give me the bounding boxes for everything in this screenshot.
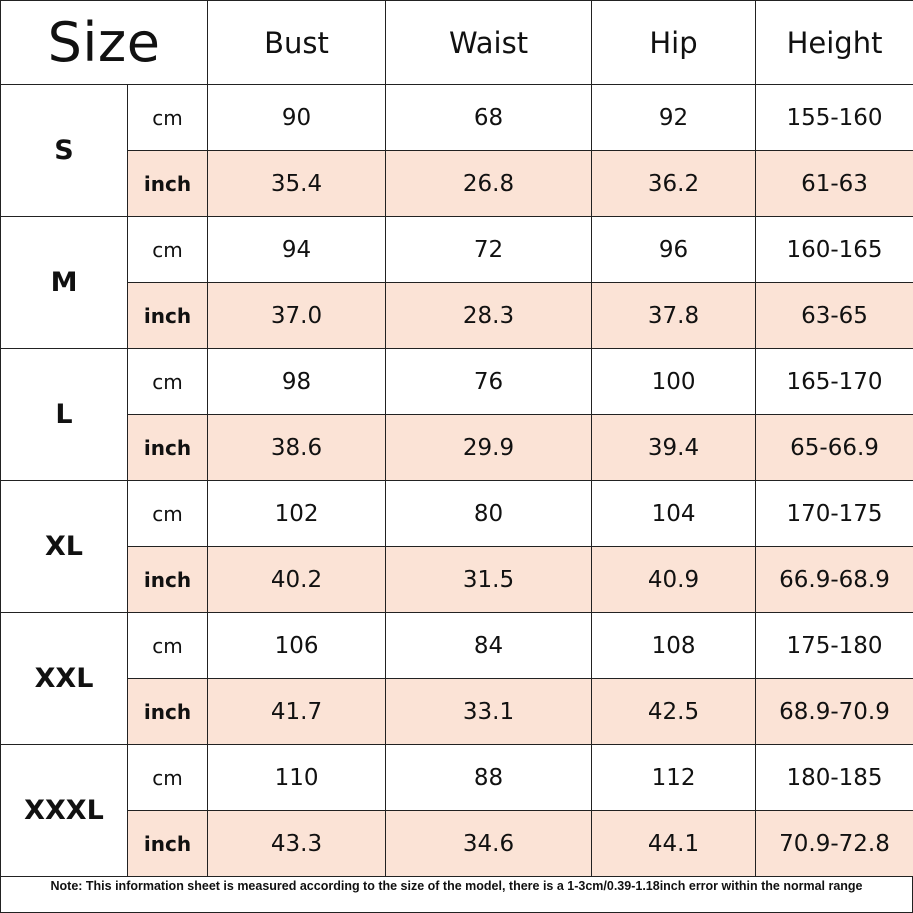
unit-label-inch: inch <box>126 810 209 877</box>
bust-inch-value: 35.4 <box>207 150 387 217</box>
bust-inch-value: 40.2 <box>207 546 387 613</box>
bust-cm-value: 102 <box>207 480 387 547</box>
hip-inch-value: 37.8 <box>591 282 757 349</box>
unit-label-cm: cm <box>126 84 209 151</box>
height-inch-value: 70.9-72.8 <box>755 810 913 877</box>
waist-inch-value: 29.9 <box>385 414 593 481</box>
size-row-inch: inch 40.2 31.5 40.9 66.9-68.9 <box>1 546 913 613</box>
unit-label-inch: inch <box>126 282 209 349</box>
waist-cm-value: 88 <box>385 744 593 811</box>
column-header-hip: Hip <box>591 0 757 85</box>
height-inch-value: 63-65 <box>755 282 913 349</box>
column-header-bust: Bust <box>207 0 387 85</box>
hip-inch-value: 42.5 <box>591 678 757 745</box>
waist-inch-value: 34.6 <box>385 810 593 877</box>
bust-cm-value: 94 <box>207 216 387 283</box>
hip-cm-value: 92 <box>591 84 757 151</box>
hip-inch-value: 36.2 <box>591 150 757 217</box>
size-row-inch: inch 35.4 26.8 36.2 61-63 <box>1 150 913 217</box>
unit-label-inch: inch <box>126 414 209 481</box>
unit-label-cm: cm <box>126 480 209 547</box>
size-row-cm: XL cm 102 80 104 170-175 <box>0 480 913 613</box>
unit-label-cm: cm <box>126 348 209 415</box>
waist-inch-value: 31.5 <box>385 546 593 613</box>
height-inch-value: 68.9-70.9 <box>755 678 913 745</box>
hip-inch-value: 44.1 <box>591 810 757 877</box>
unit-label-cm: cm <box>126 216 209 283</box>
size-corner-title: Size <box>0 0 209 85</box>
bust-inch-value: 41.7 <box>207 678 387 745</box>
size-row-inch: inch 38.6 29.9 39.4 65-66.9 <box>1 414 913 481</box>
height-cm-value: 165-170 <box>755 348 913 415</box>
unit-label-inch: inch <box>126 678 209 745</box>
unit-label-cm: cm <box>126 612 209 679</box>
measurement-note: Note: This information sheet is measured… <box>0 876 913 913</box>
hip-cm-value: 104 <box>591 480 757 547</box>
waist-cm-value: 80 <box>385 480 593 547</box>
hip-cm-value: 96 <box>591 216 757 283</box>
size-label: L <box>0 348 128 481</box>
height-cm-value: 155-160 <box>755 84 913 151</box>
hip-inch-value: 40.9 <box>591 546 757 613</box>
hip-cm-value: 112 <box>591 744 757 811</box>
size-label: XXXL <box>0 744 128 877</box>
waist-cm-value: 76 <box>385 348 593 415</box>
height-cm-value: 170-175 <box>755 480 913 547</box>
height-inch-value: 65-66.9 <box>755 414 913 481</box>
size-label: XL <box>0 480 128 613</box>
size-row-inch: inch 37.0 28.3 37.8 63-65 <box>1 282 913 349</box>
hip-cm-value: 108 <box>591 612 757 679</box>
column-header-height: Height <box>755 0 913 85</box>
size-row-inch: inch 41.7 33.1 42.5 68.9-70.9 <box>1 678 913 745</box>
column-header-waist: Waist <box>385 0 593 85</box>
size-label: S <box>0 84 128 217</box>
height-cm-value: 180-185 <box>755 744 913 811</box>
waist-cm-value: 84 <box>385 612 593 679</box>
bust-inch-value: 43.3 <box>207 810 387 877</box>
height-inch-value: 61-63 <box>755 150 913 217</box>
bust-inch-value: 38.6 <box>207 414 387 481</box>
unit-label-inch: inch <box>126 546 209 613</box>
bust-cm-value: 98 <box>207 348 387 415</box>
header-row: Size Bust Waist Hip Height <box>0 0 913 85</box>
waist-cm-value: 72 <box>385 216 593 283</box>
waist-cm-value: 68 <box>385 84 593 151</box>
bust-cm-value: 106 <box>207 612 387 679</box>
size-row-cm: XXXL cm 110 88 112 180-185 <box>0 744 913 877</box>
waist-inch-value: 28.3 <box>385 282 593 349</box>
size-row-inch: inch 43.3 34.6 44.1 70.9-72.8 <box>1 810 913 877</box>
size-label: M <box>0 216 128 349</box>
height-cm-value: 175-180 <box>755 612 913 679</box>
unit-label-cm: cm <box>126 744 209 811</box>
bust-cm-value: 110 <box>207 744 387 811</box>
bust-inch-value: 37.0 <box>207 282 387 349</box>
bust-cm-value: 90 <box>207 84 387 151</box>
hip-cm-value: 100 <box>591 348 757 415</box>
size-label: XXL <box>0 612 128 745</box>
height-inch-value: 66.9-68.9 <box>755 546 913 613</box>
unit-label-inch: inch <box>126 150 209 217</box>
height-cm-value: 160-165 <box>755 216 913 283</box>
waist-inch-value: 26.8 <box>385 150 593 217</box>
size-row-cm: XXL cm 106 84 108 175-180 <box>0 612 913 745</box>
waist-inch-value: 33.1 <box>385 678 593 745</box>
hip-inch-value: 39.4 <box>591 414 757 481</box>
